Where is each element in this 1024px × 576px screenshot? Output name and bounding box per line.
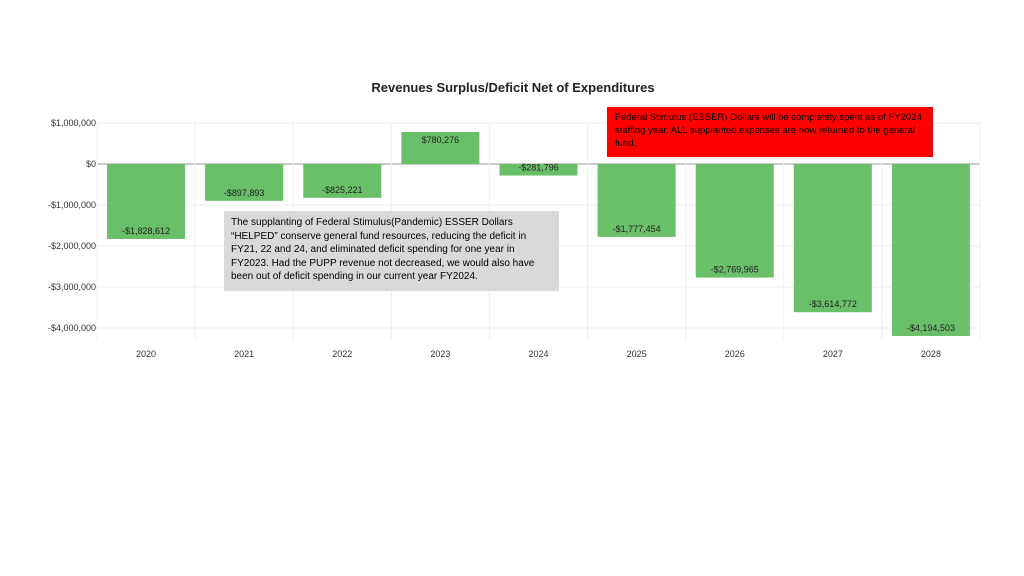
- bar-2026: [695, 164, 774, 278]
- y-tick-label: -$1,000,000: [48, 200, 96, 210]
- x-tick-label: 2022: [332, 349, 352, 359]
- data-label-2020: -$1,828,612: [122, 226, 170, 236]
- esser-spent-note: Federal Stimulus (ESSER) Dollars will be…: [607, 107, 933, 157]
- bar-2023: [401, 132, 480, 164]
- x-axis-ticks: 2020 2021 2022 2023 2024 2025 2026 2027 2028: [136, 349, 941, 359]
- data-label-2022: -$825,221: [322, 185, 363, 195]
- x-tick-label: 2027: [823, 349, 843, 359]
- data-label-2023: $780,276: [422, 135, 460, 145]
- y-tick-label: $1,000,000: [51, 118, 96, 128]
- esser-supplanting-note: The supplanting of Federal Stimulus(Pand…: [224, 211, 559, 291]
- y-tick-label: -$4,000,000: [48, 323, 96, 333]
- data-label-2024: -$281,796: [518, 163, 559, 173]
- data-label-2025: -$1,777,454: [613, 224, 661, 234]
- y-axis-ticks: $1,000,000 $0 -$1,000,000 -$2,000,000 -$3,00…: [48, 118, 96, 333]
- x-tick-label: 2020: [136, 349, 156, 359]
- chart-title: Revenues Surplus/Deficit Net of Expendit…: [371, 80, 654, 95]
- y-tick-label: -$3,000,000: [48, 282, 96, 292]
- bar-2020: [107, 164, 186, 239]
- data-label-2028: -$4,194,503: [907, 323, 955, 333]
- data-label-2026: -$2,769,965: [711, 265, 759, 275]
- y-tick-label: $0: [86, 159, 96, 169]
- x-tick-label: 2028: [921, 349, 941, 359]
- x-tick-label: 2021: [234, 349, 254, 359]
- bar-2027: [793, 164, 872, 313]
- y-tick-label: -$2,000,000: [48, 241, 96, 251]
- x-tick-label: 2023: [430, 349, 450, 359]
- bars: [107, 132, 970, 336]
- data-labels: -$1,828,612 -$897,893 -$825,221 $780,276 -$2…: [122, 135, 955, 333]
- data-label-2021: -$897,893: [224, 188, 265, 198]
- x-tick-label: 2025: [627, 349, 647, 359]
- bar-2024: [499, 164, 578, 176]
- x-tick-label: 2026: [725, 349, 745, 359]
- bar-2021: [205, 164, 284, 201]
- data-label-2027: -$3,614,772: [809, 299, 857, 309]
- x-tick-label: 2024: [528, 349, 548, 359]
- bar-2025: [597, 164, 676, 237]
- bar-2022: [303, 164, 382, 198]
- bar-2028: [891, 164, 970, 336]
